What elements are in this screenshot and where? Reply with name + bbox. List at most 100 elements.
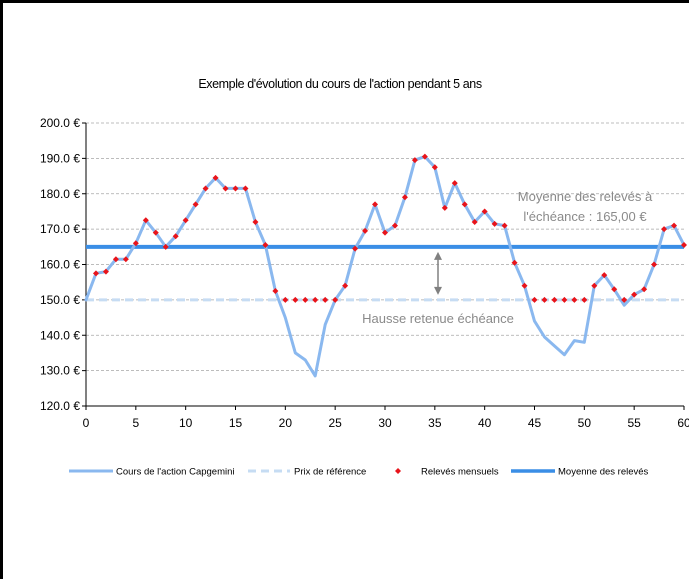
monthly-reading-marker xyxy=(621,296,628,303)
monthly-reading-marker xyxy=(122,256,129,263)
monthly-reading-marker xyxy=(342,282,349,289)
monthly-reading-marker xyxy=(421,153,428,160)
annotation-average-line-2: l'échéance : 165,00 € xyxy=(523,209,647,224)
monthly-reading-marker xyxy=(152,229,159,236)
monthly-reading-marker xyxy=(92,270,99,277)
y-tick-label: 180.0 € xyxy=(40,187,80,201)
monthly-reading-marker xyxy=(661,226,668,233)
arrow-head-up xyxy=(434,251,442,260)
monthly-reading-marker xyxy=(541,296,548,303)
monthly-reading-marker xyxy=(312,296,319,303)
monthly-reading-marker xyxy=(481,208,488,215)
grid xyxy=(85,122,684,407)
monthly-reading-marker xyxy=(501,222,508,229)
monthly-reading-marker xyxy=(511,259,518,266)
monthly-reading-marker xyxy=(182,217,189,224)
monthly-reading-marker xyxy=(202,185,209,192)
y-tick-label: 200.0 € xyxy=(40,116,80,130)
monthly-reading-marker xyxy=(282,296,289,303)
monthly-reading-marker xyxy=(132,240,139,247)
x-tick-label: 10 xyxy=(179,416,193,430)
monthly-reading-marker xyxy=(262,242,269,249)
y-tick-label: 170.0 € xyxy=(40,222,80,236)
monthly-reading-marker xyxy=(322,296,329,303)
monthly-reading-marker xyxy=(252,219,259,226)
monthly-reading-marker xyxy=(531,296,538,303)
y-tick-label: 120.0 € xyxy=(40,399,80,413)
monthly-reading-marker xyxy=(461,201,468,208)
monthly-reading-marker xyxy=(362,227,369,234)
monthly-reading-marker xyxy=(491,220,498,227)
monthly-reading-marker xyxy=(561,296,568,303)
monthly-reading-marker xyxy=(651,261,658,268)
x-tick-label: 30 xyxy=(378,416,392,430)
x-tick-label: 25 xyxy=(328,416,342,430)
monthly-reading-marker xyxy=(411,157,418,164)
monthly-reading-marker xyxy=(631,291,638,298)
monthly-reading-marker xyxy=(212,174,219,181)
monthly-reading-marker xyxy=(551,296,558,303)
y-tick-label: 190.0 € xyxy=(40,151,80,165)
monthly-reading-marker xyxy=(441,204,448,211)
monthly-reading-marker xyxy=(222,185,229,192)
y-tick-label: 160.0 € xyxy=(40,258,80,272)
x-tick-label: 45 xyxy=(528,416,542,430)
monthly-reading-marker xyxy=(671,222,678,229)
legend-label: Relevés mensuels xyxy=(421,467,499,478)
monthly-reading-marker xyxy=(471,219,478,226)
x-tick-label: 50 xyxy=(578,416,592,430)
monthly-reading-marker xyxy=(521,282,528,289)
monthly-reading-marker xyxy=(302,296,309,303)
y-tick-label: 140.0 € xyxy=(40,328,80,342)
x-tick-label: 0 xyxy=(83,416,90,430)
annotation-hausse: Hausse retenue échéance xyxy=(362,311,514,326)
monthly-reading-marker xyxy=(352,245,359,252)
annotation-average-line-1: Moyenne des relevés à xyxy=(518,189,653,204)
monthly-reading-marker xyxy=(641,286,648,293)
x-tick-label: 15 xyxy=(229,416,243,430)
legend-label: Cours de l'action Capgemini xyxy=(116,467,235,478)
monthly-reading-marker xyxy=(571,296,578,303)
chart-title: Exemple d'évolution du cours de l'action… xyxy=(198,77,482,91)
monthly-reading-marker xyxy=(112,256,119,263)
y-tick-label: 130.0 € xyxy=(40,364,80,378)
legend-label: Moyenne des relevés xyxy=(558,467,649,478)
monthly-reading-marker xyxy=(611,286,618,293)
x-tick-label: 40 xyxy=(478,416,492,430)
x-tick-label: 35 xyxy=(428,416,442,430)
monthly-reading-marker xyxy=(391,222,398,229)
legend: Cours de l'action Capgemini Prix de référ… xyxy=(69,467,649,478)
monthly-reading-marker xyxy=(162,243,169,250)
monthly-reading-marker xyxy=(292,296,299,303)
x-axis-ticks: 0 5 10 15 20 25 30 35 40 45 50 55 60 xyxy=(83,406,689,430)
x-tick-label: 60 xyxy=(677,416,689,430)
monthly-reading-marker xyxy=(142,217,149,224)
monthly-reading-marker xyxy=(332,296,339,303)
monthly-reading-marker xyxy=(192,201,199,208)
monthly-reading-marker xyxy=(172,233,179,240)
y-tick-label: 150.0 € xyxy=(40,293,80,307)
monthly-reading-marker xyxy=(431,164,438,171)
y-axis-ticks: 120.0 € 130.0 € 140.0 € 150.0 € 160.0 € 170.0… xyxy=(40,116,86,413)
legend-swatch-monthly-readings xyxy=(395,468,401,474)
series xyxy=(84,153,687,378)
monthly-reading-marker xyxy=(382,229,388,236)
monthly-reading-marker xyxy=(272,288,279,295)
x-tick-label: 55 xyxy=(627,416,641,430)
x-tick-label: 5 xyxy=(132,416,139,430)
x-tick-label: 20 xyxy=(279,416,293,430)
arrow-head-down xyxy=(434,286,442,295)
annotations: Moyenne des relevés à l'échéance : 165,0… xyxy=(362,189,653,326)
monthly-reading-marker xyxy=(451,180,458,187)
monthly-reading-marker xyxy=(581,296,588,303)
monthly-reading-marker xyxy=(601,272,608,279)
monthly-reading-marker xyxy=(401,194,408,201)
monthly-reading-marker xyxy=(591,282,598,289)
monthly-reading-marker xyxy=(372,201,379,208)
monthly-reading-marker xyxy=(681,242,687,249)
legend-label: Prix de référence xyxy=(294,467,366,478)
monthly-reading-marker xyxy=(242,185,249,192)
monthly-reading-marker xyxy=(232,185,239,192)
